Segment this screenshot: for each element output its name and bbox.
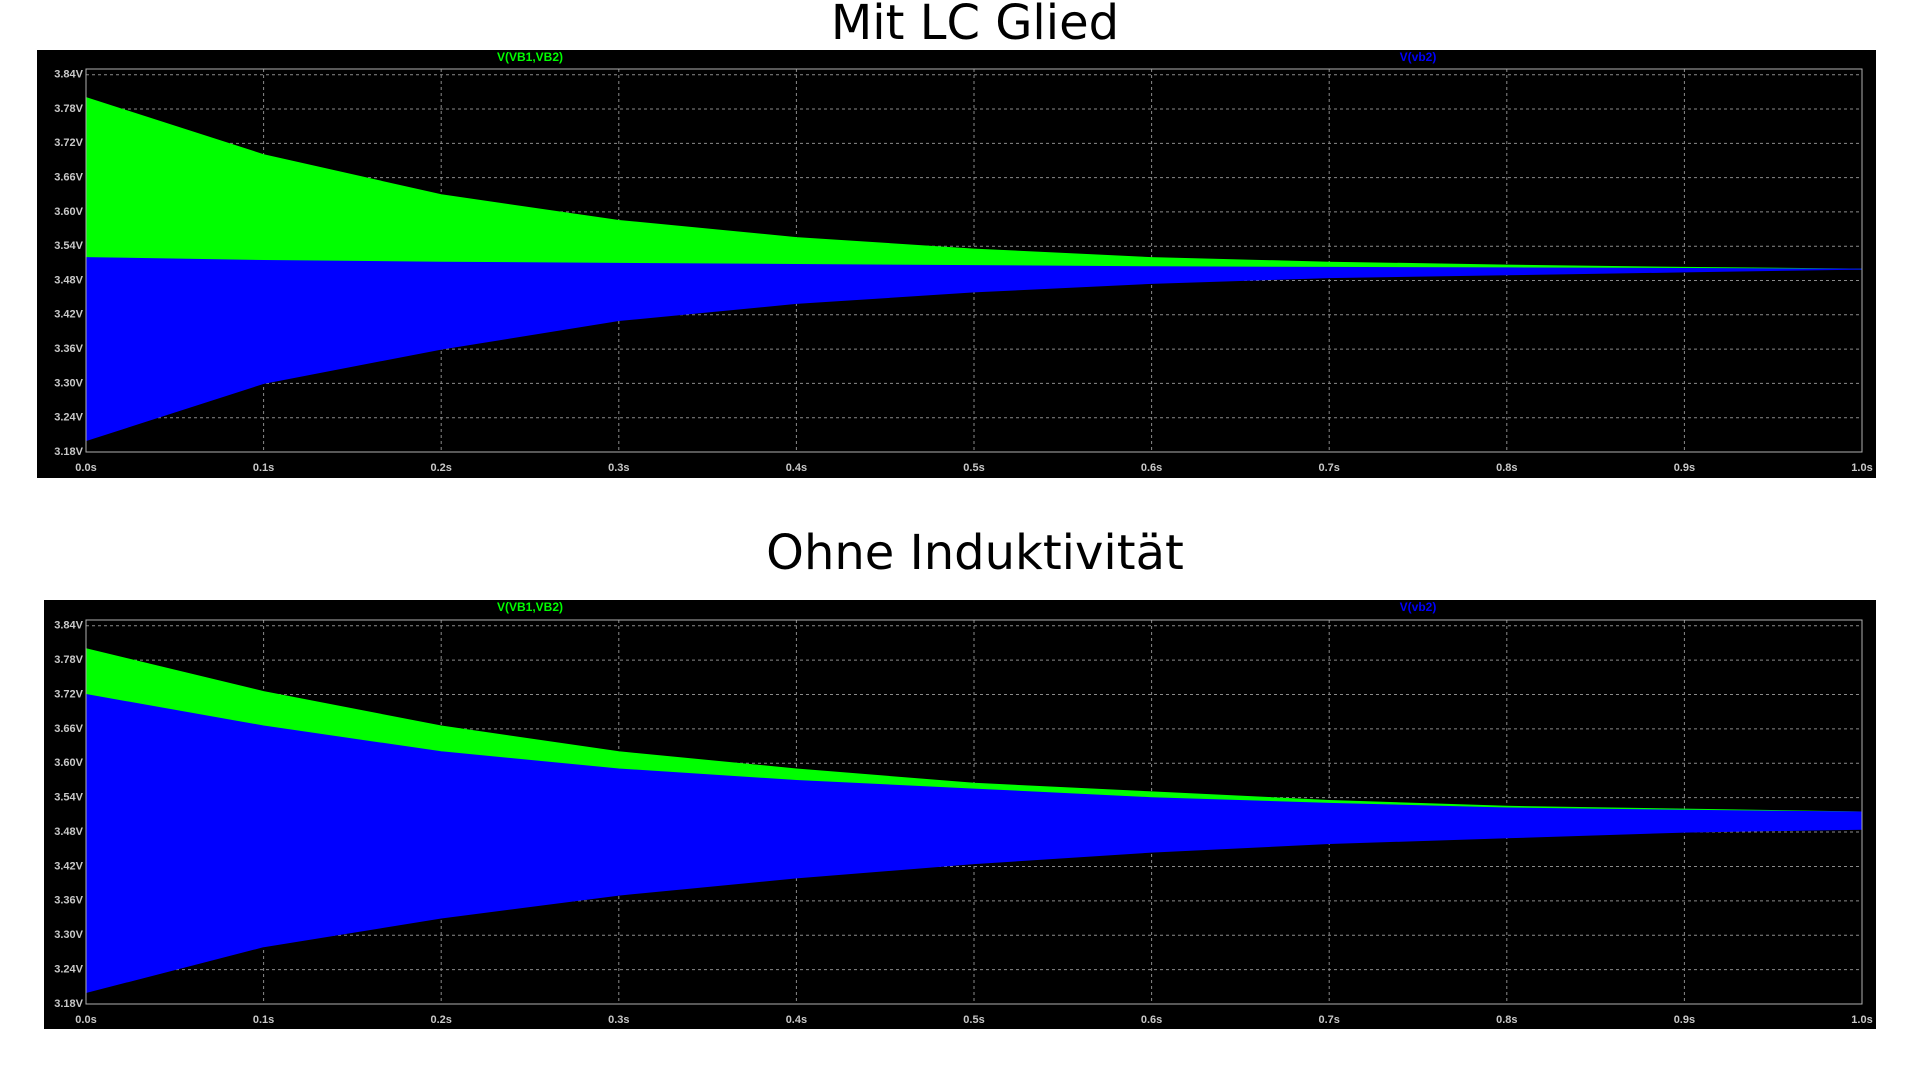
- x-tick-label: 1.0s: [1851, 462, 1872, 474]
- y-tick-label: 3.30V: [54, 929, 83, 941]
- x-tick-label: 0.8s: [1496, 1014, 1517, 1026]
- y-tick-label: 3.36V: [54, 895, 83, 907]
- y-tick-label: 3.48V: [54, 274, 83, 286]
- chart-panel: Mit LC Glied 3.18V 3.24V 3.30V 3.36V 3.42V 3.4…: [37, 0, 1876, 478]
- legend-entry: V(vb2): [1400, 50, 1437, 64]
- x-tick-label: 0.7s: [1318, 1014, 1339, 1026]
- legend-entry: V(VB1,VB2): [497, 600, 563, 614]
- y-tick-label: 3.42V: [54, 860, 83, 872]
- legend-entry: V(vb2): [1400, 600, 1437, 614]
- x-tick-label: 0.2s: [430, 462, 451, 474]
- x-tick-label: 1.0s: [1851, 1014, 1872, 1026]
- y-tick-label: 3.24V: [54, 964, 83, 976]
- x-tick-label: 0.0s: [75, 462, 96, 474]
- x-tick-label: 0.4s: [786, 462, 807, 474]
- y-tick-label: 3.66V: [54, 172, 83, 184]
- y-tick-label: 3.60V: [54, 757, 83, 769]
- y-tick-label: 3.84V: [54, 620, 83, 632]
- y-tick-label: 3.84V: [54, 69, 83, 81]
- y-tick-label: 3.18V: [54, 998, 83, 1010]
- x-tick-label: 0.1s: [253, 462, 274, 474]
- signal-band: [85, 257, 1863, 442]
- x-tick-label: 0.9s: [1674, 1014, 1695, 1026]
- x-tick-label: 0.9s: [1674, 462, 1695, 474]
- chart-title: Mit LC Glied: [831, 0, 1119, 51]
- y-tick-label: 3.48V: [54, 826, 83, 838]
- x-tick-label: 0.6s: [1141, 462, 1162, 474]
- chart-title: Ohne Induktivität: [766, 525, 1184, 581]
- plot-frame: [85, 68, 1863, 453]
- y-tick-label: 3.36V: [54, 343, 83, 355]
- legend-entry: V(VB1,VB2): [497, 50, 563, 64]
- y-tick-label: 3.72V: [54, 137, 83, 149]
- y-tick-label: 3.78V: [54, 103, 83, 115]
- y-tick-label: 3.78V: [54, 654, 83, 666]
- x-tick-label: 0.3s: [608, 462, 629, 474]
- x-tick-label: 0.1s: [253, 1014, 274, 1026]
- plot-frame: [85, 619, 1863, 1005]
- x-tick-label: 0.0s: [75, 1014, 96, 1026]
- y-tick-label: 3.42V: [54, 309, 83, 321]
- y-tick-label: 3.30V: [54, 377, 83, 389]
- x-tick-label: 0.4s: [786, 1014, 807, 1026]
- y-tick-label: 3.18V: [54, 446, 83, 458]
- x-tick-label: 0.5s: [963, 462, 984, 474]
- y-tick-label: 3.54V: [54, 240, 83, 252]
- y-tick-label: 3.66V: [54, 723, 83, 735]
- x-tick-label: 0.5s: [963, 1014, 984, 1026]
- x-tick-label: 0.3s: [608, 1014, 629, 1026]
- y-tick-label: 3.54V: [54, 792, 83, 804]
- chart-panel: Ohne Induktivität 3.18V 3.24V 3.30V 3.36V 3.4…: [44, 525, 1876, 1029]
- x-tick-label: 0.8s: [1496, 462, 1517, 474]
- y-tick-label: 3.72V: [54, 688, 83, 700]
- x-tick-label: 0.7s: [1318, 462, 1339, 474]
- x-tick-label: 0.6s: [1141, 1014, 1162, 1026]
- y-tick-label: 3.60V: [54, 206, 83, 218]
- y-tick-label: 3.24V: [54, 412, 83, 424]
- x-tick-label: 0.2s: [430, 1014, 451, 1026]
